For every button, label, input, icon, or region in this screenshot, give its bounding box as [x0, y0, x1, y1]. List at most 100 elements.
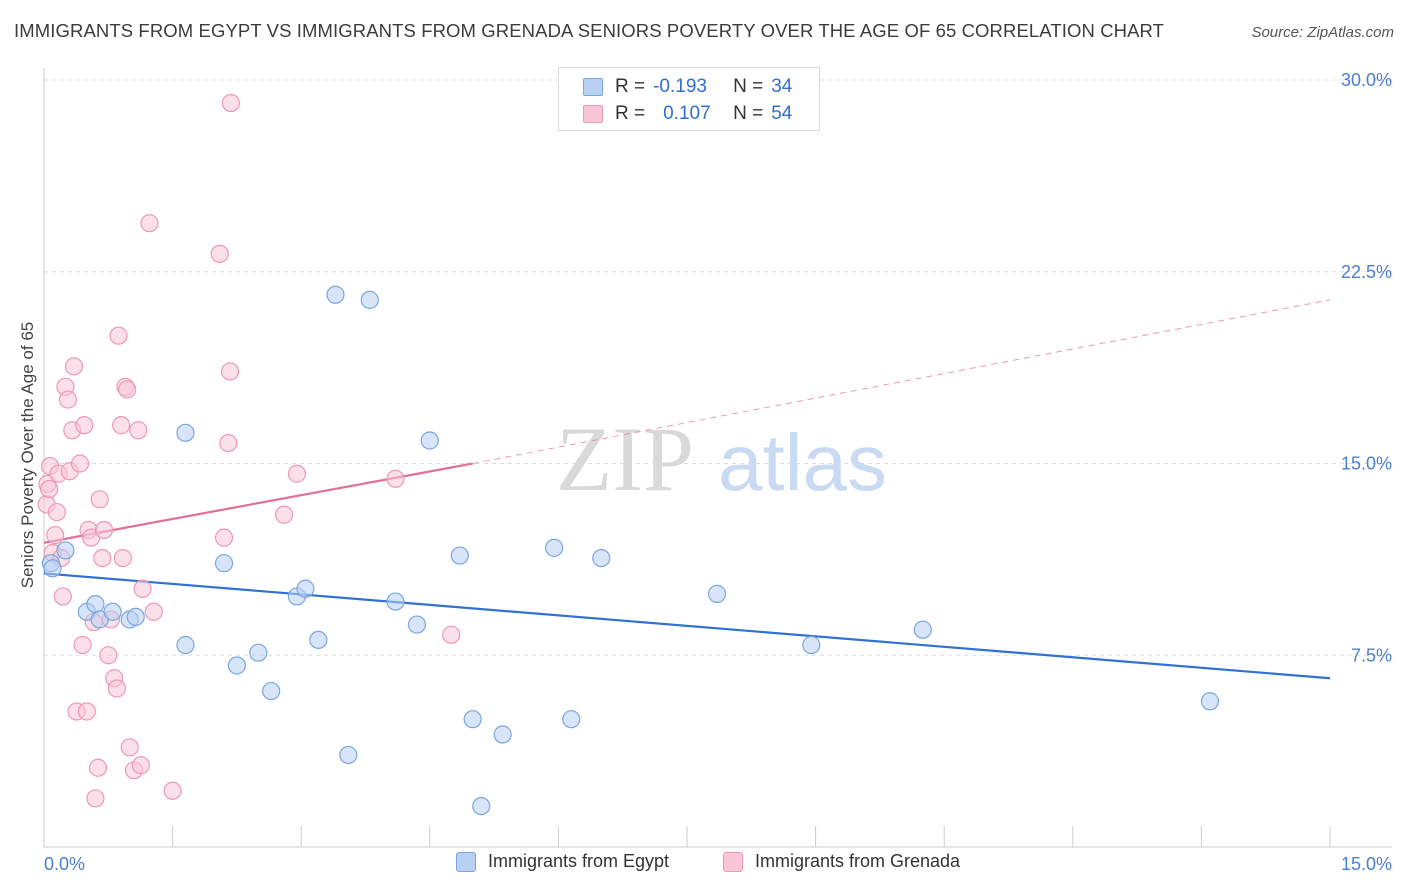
grenada-point-2 [40, 479, 59, 499]
grenada-point-6 [47, 502, 66, 522]
grenada-point-43 [144, 602, 163, 621]
grenada-point-40 [131, 756, 150, 775]
grenada-point-52 [386, 469, 405, 488]
egypt-point-24 [450, 546, 469, 565]
grenada-point-14 [64, 357, 84, 376]
egypt-point-21 [386, 592, 405, 611]
grenada-point-33 [112, 416, 131, 435]
egypt-point-10 [176, 635, 195, 655]
legend-egypt-r-label: R = [615, 76, 646, 97]
legend-grenada-n-label: N = [733, 103, 764, 124]
egypt-trend-line [43, 572, 1331, 680]
grenada-point-36 [118, 380, 137, 399]
y-tick-label-3: 30.0% [1341, 70, 1392, 90]
grenada-point-25 [90, 490, 109, 509]
egypt-point-11 [214, 554, 234, 573]
watermark: ZIP atlas [556, 408, 887, 510]
grenada-point-16 [70, 454, 90, 473]
legend-egypt-n-label: N = [733, 76, 764, 97]
grenada-point-48 [220, 362, 240, 381]
legend-egypt-r-value: -0.193 [653, 76, 707, 97]
egypt-point-33 [913, 620, 932, 639]
series-legend-grenada[interactable]: Immigrants from Grenada [723, 851, 960, 872]
egypt-point-18 [326, 285, 345, 304]
series-legend-swatch-grenada [723, 851, 743, 872]
series-legend: Immigrants from Egypt Immigrants from Gr… [0, 851, 1406, 877]
egypt-point-14 [262, 681, 281, 701]
grenada-point-11 [58, 390, 78, 409]
egypt-point-9 [176, 423, 195, 442]
egypt-point-25 [463, 710, 482, 729]
legend-swatch-egypt [583, 78, 603, 96]
grenada-point-39 [129, 421, 148, 440]
legend-swatch-grenada [583, 105, 603, 123]
series-legend-egypt[interactable]: Immigrants from Egypt [456, 851, 669, 872]
grenada-point-24 [88, 758, 108, 777]
grenada-point-42 [140, 214, 159, 233]
grenada-point-26 [93, 548, 112, 568]
grenada-trend-extension [472, 299, 1331, 464]
egypt-point-1 [43, 559, 62, 578]
egypt-point-16 [296, 579, 315, 598]
grenada-point-5 [46, 525, 65, 545]
legend-row-grenada: R = 0.107 N = 54 [583, 102, 792, 126]
egypt-point-30 [592, 548, 611, 568]
grenada-point-31 [107, 679, 126, 698]
grenada-point-28 [99, 646, 118, 665]
watermark-atlas: atlas [718, 418, 887, 507]
egypt-point-20 [360, 290, 379, 309]
egypt-point-26 [472, 796, 491, 816]
watermark-zip: ZIP [556, 408, 694, 510]
egypt-point-6 [103, 602, 122, 621]
legend-grenada-r-value: 0.107 [663, 103, 711, 124]
grenada-point-45 [210, 244, 229, 263]
grenada-point-46 [214, 528, 234, 547]
legend-egypt-n-value: 34 [771, 76, 793, 97]
grenada-point-53 [442, 625, 461, 644]
grid-lines [44, 79, 1392, 656]
grenada-point-44 [163, 781, 182, 800]
series-legend-label-egypt: Immigrants from Egypt [488, 851, 670, 871]
egypt-point-8 [126, 607, 145, 627]
grenada-point-17 [73, 635, 92, 655]
egypt-point-28 [545, 538, 564, 557]
x-tick-label-1: 15.0% [1341, 854, 1392, 874]
y-tick-label-0: 7.5% [1351, 645, 1392, 665]
egypt-point-17 [309, 630, 328, 650]
egypt-point-29 [562, 710, 581, 729]
egypt-point-32 [802, 635, 821, 655]
data-points [37, 93, 1220, 816]
grenada-point-32 [109, 326, 128, 345]
correlation-legend: R = -0.193 N = 34 R = 0.107 N = 54 [558, 67, 820, 131]
source-label: Source: ZipAtlas.com [1251, 24, 1394, 41]
grenada-point-27 [94, 520, 114, 540]
grenada-point-50 [274, 505, 294, 524]
egypt-point-19 [339, 745, 358, 765]
legend-grenada-r-label: R = [615, 103, 646, 124]
x-tick-labels: 0.0% 15.0% [44, 854, 1392, 874]
chart-title: IMMIGRANTS FROM EGYPT VS IMMIGRANTS FROM… [14, 20, 1165, 41]
grenada-point-19 [77, 702, 96, 721]
grenada-point-37 [120, 738, 139, 757]
legend-row-egypt: R = -0.193 N = 34 [583, 75, 792, 99]
grenada-point-34 [113, 548, 132, 568]
y-tick-label-1: 15.0% [1341, 454, 1392, 474]
x-tick-label-0: 0.0% [44, 854, 85, 874]
grenada-point-51 [287, 464, 307, 483]
grenada-point-47 [219, 433, 238, 453]
grenada-point-9 [53, 587, 72, 606]
egypt-point-22 [407, 615, 427, 634]
y-tick-label-2: 22.5% [1341, 262, 1392, 282]
egypt-point-23 [420, 431, 439, 450]
egypt-point-34 [1200, 692, 1220, 711]
egypt-point-13 [249, 643, 268, 662]
legend-grenada-n-value: 54 [771, 103, 793, 124]
y-tick-labels: 7.5% 15.0% 22.5% 30.0% [1341, 70, 1392, 665]
egypt-point-4 [86, 595, 105, 614]
series-legend-label-grenada: Immigrants from Grenada [755, 851, 961, 871]
egypt-point-2 [56, 541, 75, 560]
grenada-point-18 [75, 416, 94, 435]
egypt-point-31 [707, 584, 727, 603]
grenada-point-23 [86, 789, 105, 808]
